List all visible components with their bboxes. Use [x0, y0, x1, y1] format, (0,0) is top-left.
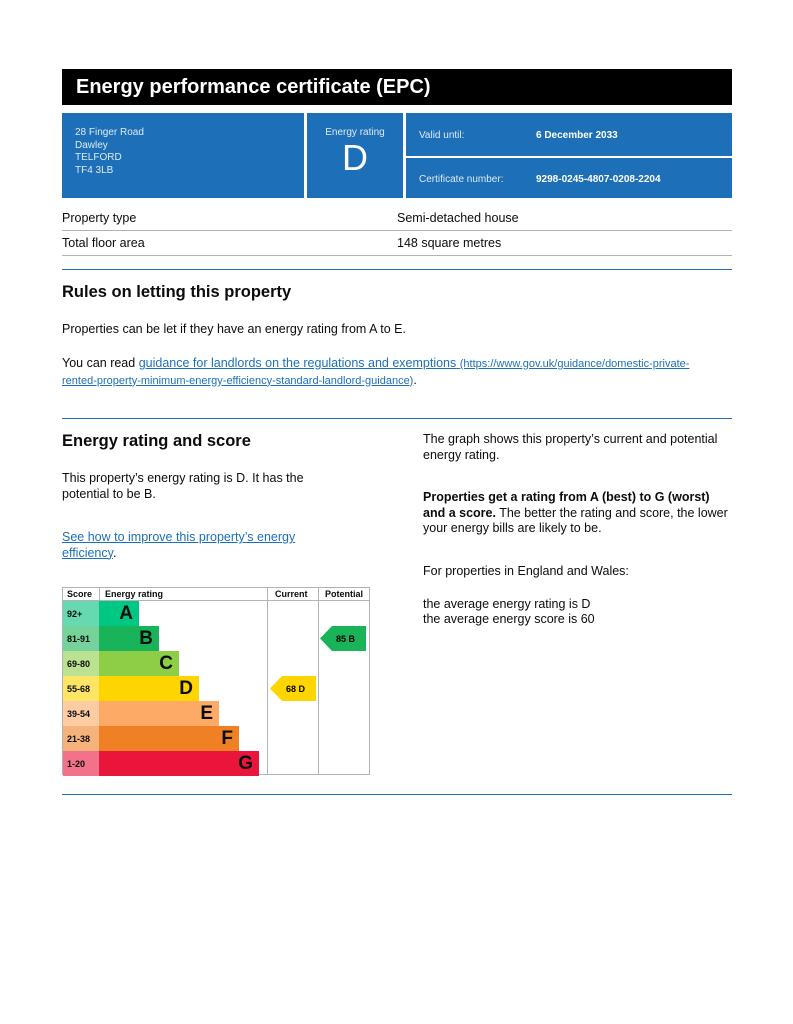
energy-rating-label: Energy rating [325, 127, 385, 138]
average-score: the average energy score is 60 [423, 612, 595, 626]
region-text: For properties in England and Wales: [423, 564, 629, 578]
address-line: TF4 3LB [75, 164, 114, 176]
certificate-number: Certificate number: 9298-0245-4807-0208-2… [406, 158, 732, 198]
property-row: Total floor area 148 square metres [62, 231, 732, 256]
link-text: guidance for landlords on the regulation… [138, 356, 457, 370]
valid-until: Valid until: 6 December 2033 [406, 113, 732, 156]
energy-rating-chart: Score Energy rating Current Potential 92… [62, 587, 370, 776]
page-title: Energy performance certificate (EPC) [62, 69, 732, 105]
band-bar-A: A [99, 601, 139, 626]
average-rating: the average energy rating is D [423, 597, 591, 611]
bold-text: Properties get a rating from A (best) to… [423, 490, 710, 520]
band-bar-C: C [99, 651, 179, 676]
text: The better the rating and score, the low… [423, 505, 728, 536]
guidance-link[interactable]: guidance for landlords on the regulation… [62, 356, 689, 387]
potential-rating-arrow: 85 B [320, 626, 366, 651]
certificate-label: Certificate number: [419, 174, 504, 185]
band-bar-G: G [99, 751, 259, 776]
property-value: 148 square metres [397, 236, 502, 250]
band-bar-D: D [99, 676, 199, 701]
property-row: Property type Semi-detached house [62, 206, 732, 231]
improve-link[interactable]: See how to improve this property’s energ… [62, 530, 296, 560]
valid-until-value: 6 December 2033 [536, 130, 618, 141]
address-line: 28 Finger Road [75, 127, 144, 138]
divider [318, 588, 319, 774]
score-text: This property’s energy rating is D. It h… [62, 471, 304, 501]
valid-until-label: Valid until: [419, 130, 465, 141]
header-current: Current [275, 589, 308, 599]
score-range-F: 21-38 [63, 726, 99, 751]
header-potential: Potential [325, 589, 364, 599]
text: You can read [62, 356, 139, 370]
score-range-B: 81-91 [63, 626, 99, 651]
property-value: Semi-detached house [397, 211, 519, 225]
text: . [112, 545, 117, 560]
divider [99, 588, 100, 601]
divider [62, 418, 732, 419]
score-range-C: 69-80 [63, 651, 99, 676]
energy-rating-box: Energy rating D [307, 113, 403, 198]
text: . [413, 372, 417, 387]
property-label: Property type [62, 211, 137, 225]
header-energy-rating: Energy rating [105, 589, 164, 599]
divider [267, 588, 268, 774]
rules-text: Properties can be let if they have an en… [62, 322, 406, 336]
band-bar-B: B [99, 626, 159, 651]
divider [62, 794, 732, 795]
current-rating-arrow: 68 D [270, 676, 316, 701]
address-line: Dawley [75, 139, 108, 151]
link-url: (https://www.gov.uk/guidance/domestic-pr… [62, 358, 690, 387]
score-heading: Energy rating and score [62, 432, 251, 450]
energy-rating-value: D [342, 137, 368, 178]
improve-paragraph: See how to improve this property’s energ… [62, 530, 332, 561]
score-range-D: 55-68 [63, 676, 99, 701]
divider [62, 269, 732, 270]
rating-explanation: Properties get a rating from A (best) to… [423, 490, 733, 537]
score-range-A: 92+ [63, 601, 99, 626]
score-range-G: 1-20 [63, 751, 99, 776]
band-bar-E: E [99, 701, 219, 726]
address-line: TELFORD [75, 152, 122, 163]
certificate-value: 9298-0245-4807-0208-2204 [536, 174, 661, 185]
property-label: Total floor area [62, 236, 145, 250]
rules-guidance: You can read guidance for landlords on t… [62, 356, 722, 389]
score-range-E: 39-54 [63, 701, 99, 726]
rules-heading: Rules on letting this property [62, 283, 292, 301]
address: 28 Finger Road Dawley TELFORD TF4 3LB [62, 113, 304, 198]
graph-text: The graph shows this property’s current … [423, 432, 718, 462]
band-bar-F: F [99, 726, 239, 751]
header-score: Score [67, 589, 93, 599]
divider [63, 600, 369, 601]
